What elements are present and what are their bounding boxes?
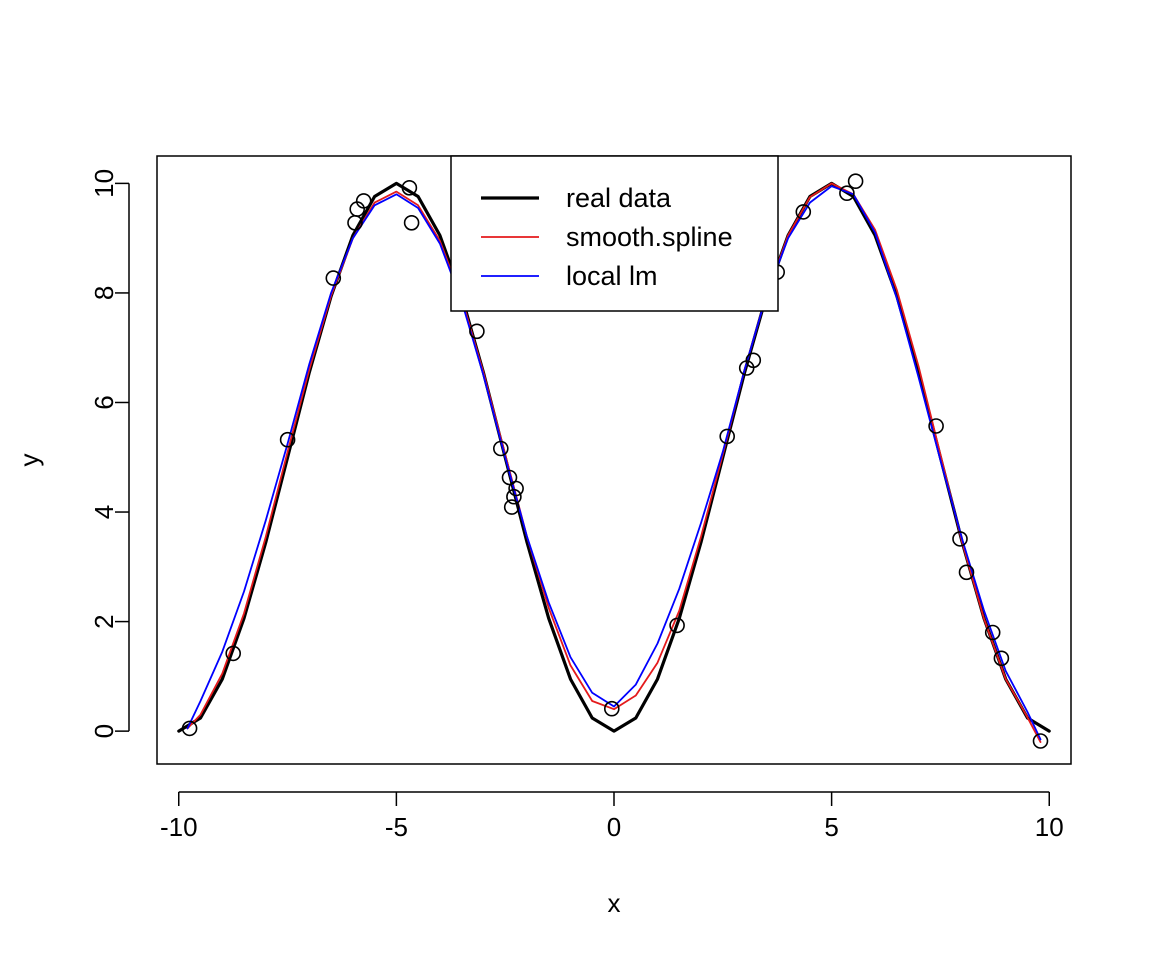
data-point — [952, 531, 968, 547]
data-point — [506, 488, 522, 505]
data-point — [508, 480, 524, 497]
data-point — [958, 564, 975, 581]
data-point — [839, 185, 855, 201]
y-tick-label: 4 — [89, 505, 119, 519]
data-point — [745, 352, 762, 369]
data-point — [469, 323, 485, 340]
x-tick-label: 0 — [607, 812, 621, 842]
data-point — [1032, 733, 1049, 749]
data-point — [403, 215, 420, 231]
y-axis: 0 2 4 6 8 10 — [89, 169, 130, 738]
x-tick-label: -10 — [160, 812, 198, 842]
data-point — [795, 204, 812, 220]
y-tick-label: 10 — [89, 169, 119, 198]
data-point — [492, 440, 509, 457]
series-line-smooth-spline — [186, 182, 1042, 743]
data-point — [719, 428, 736, 445]
points-layer — [181, 173, 1049, 749]
data-point — [993, 650, 1010, 667]
y-tick-label: 0 — [89, 724, 119, 738]
legend: real data smooth.spline local lm — [450, 155, 779, 312]
y-tick-label: 8 — [89, 286, 119, 300]
data-point — [401, 180, 418, 196]
y-axis-label: y — [14, 454, 44, 467]
data-point — [279, 431, 296, 448]
legend-label: real data — [566, 183, 672, 213]
x-tick-label: -5 — [385, 812, 408, 842]
x-tick-label: 10 — [1035, 812, 1064, 842]
data-point — [503, 499, 520, 515]
data-point — [928, 418, 944, 434]
x-axis-label: x — [608, 888, 621, 918]
series-layer — [177, 181, 1051, 743]
x-tick-label: 5 — [824, 812, 838, 842]
data-point — [847, 173, 864, 189]
y-tick-label: 6 — [89, 395, 119, 409]
data-point — [355, 193, 372, 209]
data-point — [181, 720, 198, 737]
y-tick-label: 2 — [89, 614, 119, 628]
data-point — [669, 617, 685, 634]
legend-box — [450, 155, 779, 312]
series-line-local-lm — [186, 185, 1042, 741]
data-point — [984, 624, 1001, 641]
data-point — [603, 700, 620, 717]
legend-label: local lm — [566, 261, 658, 291]
data-point — [225, 645, 241, 662]
legend-label: smooth.spline — [566, 222, 733, 252]
x-axis: -10 -5 0 5 10 — [160, 791, 1064, 842]
data-point — [325, 270, 342, 286]
